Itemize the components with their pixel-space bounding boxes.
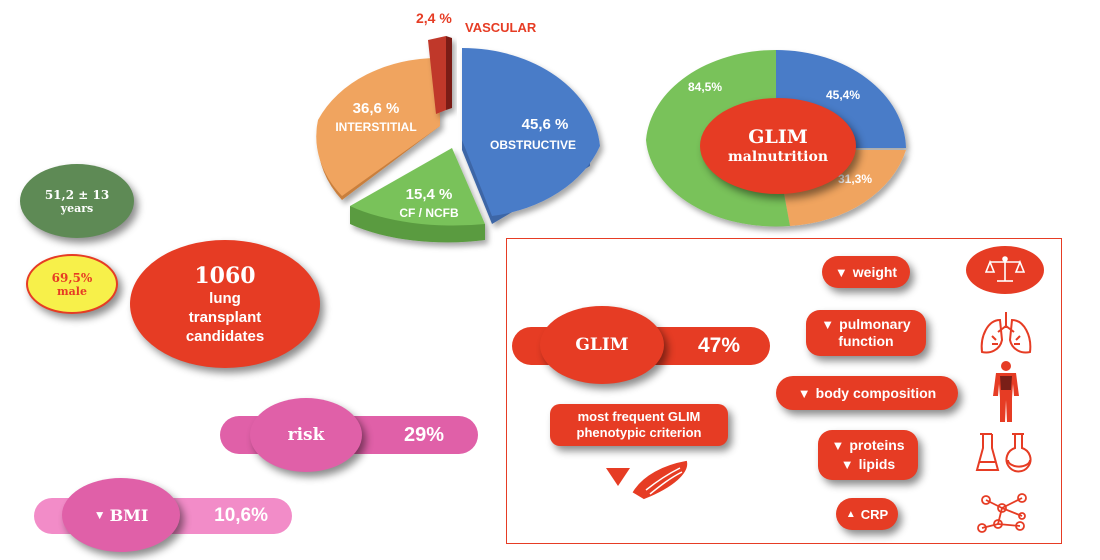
age-value: 51,2 ± 13 (44, 187, 110, 202)
glim-label: GLIM (575, 335, 629, 355)
lipids-down-arrow-icon: ▼ (840, 457, 854, 472)
glim-pie-center-subtitle: malnutrition (727, 149, 829, 165)
risk-circle: risk (250, 398, 362, 472)
weight-down-arrow-icon: ▼ (834, 264, 848, 280)
bmi-down-arrow-icon: ▼ (93, 508, 106, 522)
pulmonary-pill: ▼ pulmonary function (806, 310, 926, 356)
age-unit: years (60, 201, 94, 215)
vascular-label: VASCULAR (465, 20, 537, 35)
lungs-icon (980, 312, 1032, 354)
pie-slice-cf (350, 148, 485, 243)
obstructive-label: OBSTRUCTIVE (489, 138, 576, 152)
pie-slice-obstructive (462, 47, 600, 224)
crp-pill: ▲ CRP (836, 498, 898, 530)
body-down-arrow-icon: ▼ (797, 385, 811, 401)
candidates-line2: transplant (188, 308, 262, 326)
criterion-line2: phenotypic criterion (576, 425, 702, 440)
weight-pill: ▼ weight (822, 256, 910, 288)
bmi-value: 10,6% (214, 505, 268, 526)
network-molecule-icon (977, 493, 1027, 533)
criterion-pill: most frequent GLIM phenotypic criterion (550, 404, 728, 446)
body-composition-pill: ▼ body composition (776, 376, 958, 410)
age-circle: 51,2 ± 13 years (20, 164, 134, 238)
body-anatomy-icon (993, 361, 1019, 422)
candidates-count: 1060 (194, 262, 256, 289)
male-circle: 69,5% male (26, 254, 118, 314)
interstitial-label: INTERSTITIAL (335, 120, 417, 134)
glim-pie-center-title: GLIM (748, 126, 808, 148)
crp-label: CRP (860, 506, 889, 522)
glim-pie-green-pct: 84,5% (688, 80, 723, 94)
proteins-lipids-pill: ▼ proteins ▼ lipids (818, 430, 918, 480)
pulmonary-down-arrow-icon: ▼ (821, 317, 835, 332)
bmi-circle: ▼ BMI (62, 478, 180, 552)
male-label: male (57, 284, 87, 298)
criterion-line1: most frequent GLIM (577, 409, 701, 424)
pie-slice-vascular (428, 36, 452, 114)
risk-label: risk (287, 425, 325, 445)
glim-pie-blue-pct: 45,4% (826, 88, 861, 102)
pie-slice-interstitial (316, 57, 440, 200)
glim-malnutrition-circle: GLIM malnutrition (700, 98, 856, 194)
muscle-down-icon (606, 460, 688, 500)
crp-up-arrow-icon: ▲ (845, 508, 856, 520)
risk-value: 29% (403, 423, 444, 446)
pulmonary-line2: function (838, 333, 894, 349)
interstitial-pct: 36,6 % (352, 100, 400, 117)
lab-flasks-icon (975, 433, 1032, 473)
bmi-label: BMI (109, 505, 149, 525)
glim-findings-box (506, 238, 1062, 544)
vascular-pct: 2,4 % (416, 10, 452, 26)
glim-pie-orange-pct: 31,3% (838, 172, 873, 186)
cf-pct: 15,4 % (405, 186, 453, 203)
proteins-label: proteins (849, 437, 905, 453)
lipids-label: lipids (858, 456, 896, 472)
glim-circle: GLIM (540, 306, 664, 384)
candidates-circle: 1060 lung transplant candidates (130, 240, 320, 368)
pulmonary-line1: pulmonary (839, 316, 911, 332)
scale-icon (966, 246, 1044, 294)
male-value: 69,5% (51, 270, 93, 285)
candidates-line3: candidates (185, 327, 265, 345)
cf-label: CF / NCFB (399, 206, 459, 220)
obstructive-pct: 45,6 % (521, 116, 569, 133)
glim-value: 47% (697, 334, 740, 357)
candidates-line1: lung (209, 289, 241, 307)
proteins-down-arrow-icon: ▼ (831, 438, 845, 453)
body-label: body composition (815, 385, 937, 401)
weight-label: weight (852, 264, 898, 280)
